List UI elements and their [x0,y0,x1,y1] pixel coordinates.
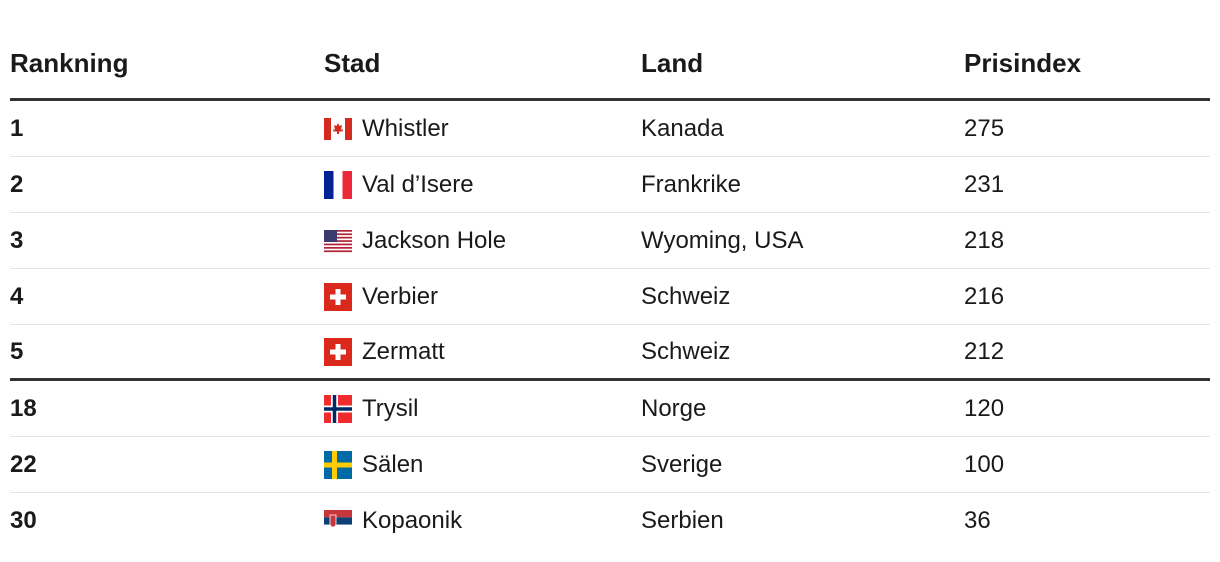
price-index: 275 [964,114,1005,142]
city: Whistler [324,101,449,156]
header-row: Rankning Stad Land Prisindex [10,40,1210,101]
rank: 5 [10,337,24,365]
table-row: 4 Verbier Schweiz 216 [10,269,1210,325]
header-cell: Prisindex [964,48,1082,78]
flag-icon [324,117,352,140]
table-body: 1 Whistler Kanada 275 2 Val d’Isere Frankrike 2… [10,101,1210,548]
city-name: Verbier [362,282,439,310]
city-name: Trysil [362,394,419,422]
city: Zermatt [324,325,445,378]
country: Sverige [641,450,723,478]
city-name: Val d’Isere [362,170,474,198]
table-row: 22 Sälen Sverige 100 [10,437,1210,493]
flag-icon [324,450,352,479]
flag-icon [324,509,352,532]
header-cell: Stad [324,48,381,78]
city: Val d’Isere [324,157,474,212]
city-name: Jackson Hole [362,226,507,254]
rank: 22 [10,450,37,478]
city-name: Zermatt [362,337,445,365]
city-name: Kopaonik [362,506,463,534]
table-row: 1 Whistler Kanada 275 [10,101,1210,157]
rank: 3 [10,226,24,254]
country: Schweiz [641,282,731,310]
table-row: 2 Val d’Isere Frankrike 231 [10,157,1210,213]
flag-icon [324,282,352,311]
city: Verbier [324,269,438,324]
flag-icon [324,229,352,252]
price-index: 231 [964,170,1005,198]
country: Wyoming, USA [641,226,804,254]
rank: 18 [10,394,37,422]
table-row: 18 Trysil Norge 120 [10,381,1210,437]
price-index: 36 [964,506,991,534]
country: Kanada [641,114,724,142]
city-name: Whistler [362,114,449,142]
city: Trysil [324,381,418,436]
price-index: 216 [964,282,1005,310]
city: Jackson Hole [324,213,506,268]
flag-icon [324,337,352,366]
ranking-table: Rankning Stad Land Prisindex 1 Whistler Ka… [10,40,1210,548]
city-name: Sälen [362,450,424,478]
country: Frankrike [641,170,742,198]
rank: 4 [10,282,24,310]
header-cell: Rankning [10,48,129,78]
price-index: 120 [964,394,1005,422]
rank: 2 [10,170,24,198]
country: Norge [641,394,707,422]
header-cell: Land [641,48,704,78]
rank: 1 [10,114,24,142]
rank: 30 [10,506,37,534]
country: Serbien [641,506,724,534]
flag-icon [324,394,352,423]
city: Sälen [324,437,423,492]
table-row: 3 Jackson Hole Wyoming, USA 218 [10,213,1210,269]
price-index: 218 [964,226,1005,254]
table-row: 30 Kopaonik Serbien 36 [10,493,1210,548]
table-row: 5 Zermatt Schweiz 212 [10,325,1210,381]
price-index: 212 [964,337,1005,365]
price-index: 100 [964,450,1005,478]
city: Kopaonik [324,493,462,548]
flag-icon [324,170,352,199]
country: Schweiz [641,337,731,365]
